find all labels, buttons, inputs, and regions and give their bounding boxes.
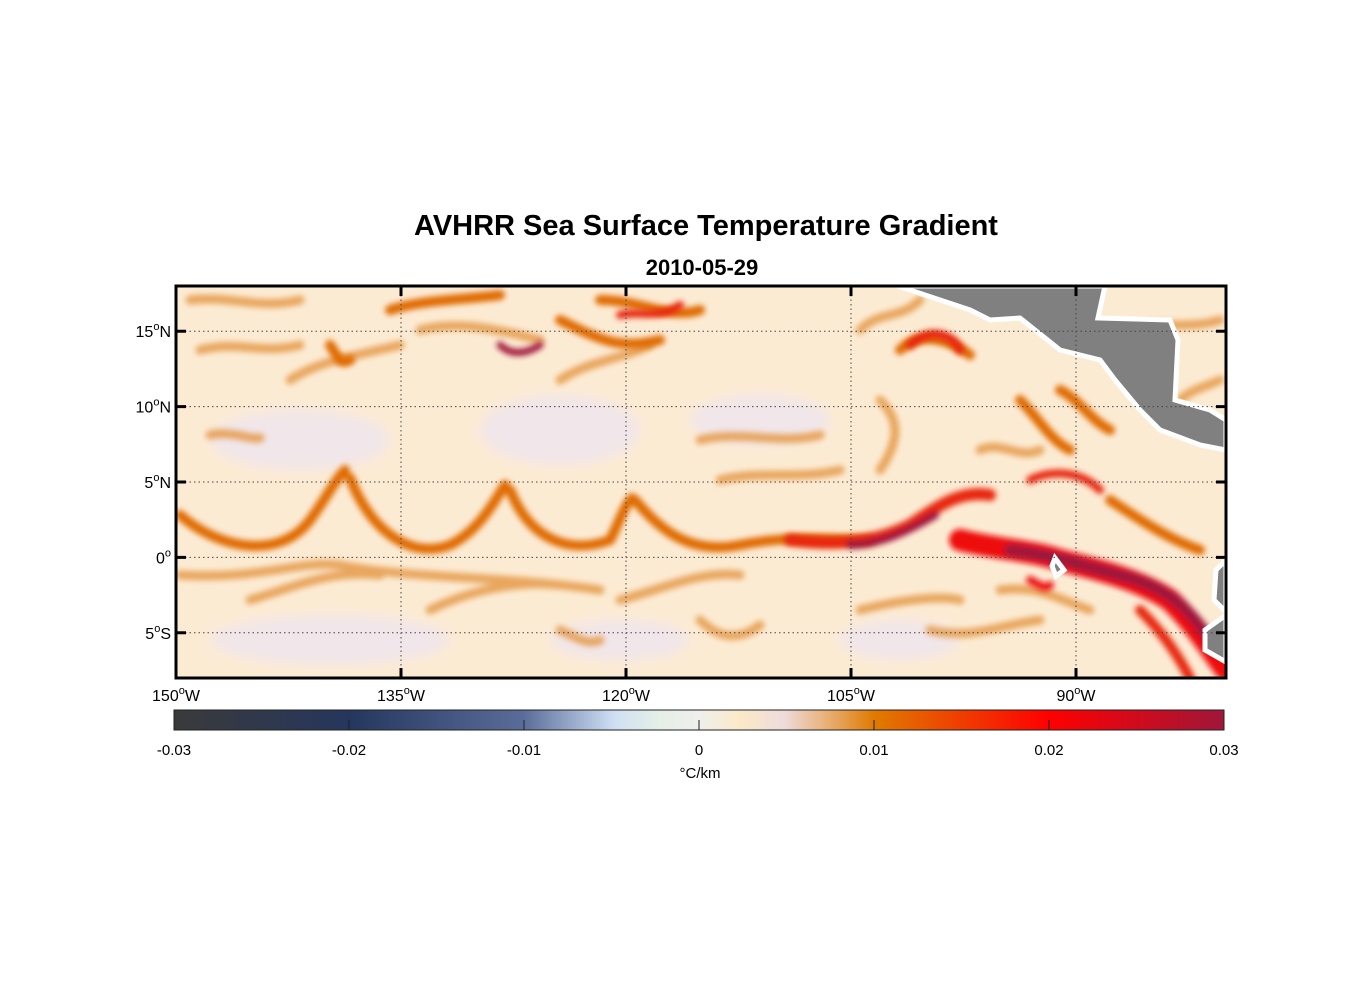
x-tick-label: 90oW (1056, 685, 1096, 705)
y-tick-label: 0o (156, 547, 171, 567)
low-gradient-patches (210, 395, 960, 665)
colorbar-tick-label: 0.03 (1209, 742, 1238, 759)
map-area (176, 286, 1226, 678)
y-tick-label: 5oN (144, 472, 171, 492)
x-tick-label: 120oW (602, 685, 651, 705)
gradient-fronts-intense (496, 301, 1226, 678)
y-tick-label: 5oS (145, 623, 171, 643)
colorbar-ticks: -0.03 -0.02 -0.01 0 0.01 0.02 0.03 (157, 720, 1239, 759)
chart-subtitle: 2010-05-29 (646, 255, 759, 280)
colorbar-tick-label: -0.01 (507, 742, 541, 759)
y-tick-label: 15oN (136, 321, 171, 341)
x-tick-label: 105oW (827, 685, 876, 705)
gradient-fronts-weak (176, 294, 1225, 647)
colorbar-tick-label: 0 (695, 742, 703, 759)
x-tick-label: 150oW (152, 685, 201, 705)
chart-title: AVHRR Sea Surface Temperature Gradient (414, 210, 998, 242)
colorbar-label: °C/km (680, 765, 721, 782)
y-tick-label: 10oN (136, 397, 171, 417)
land-central-america (897, 286, 1226, 665)
axis-ticks: 150oW 135oW 120oW 105oW 90oW 15oN 10oN 5oN 0o 5oS (136, 286, 1226, 705)
colorbar-tick-label: 0.01 (859, 742, 888, 759)
x-tick-label: 135oW (377, 685, 426, 705)
colorbar-tick-label: 0.02 (1034, 742, 1063, 759)
colorbar-tick-label: -0.03 (157, 742, 191, 759)
colorbar-tick-label: -0.02 (332, 742, 366, 759)
